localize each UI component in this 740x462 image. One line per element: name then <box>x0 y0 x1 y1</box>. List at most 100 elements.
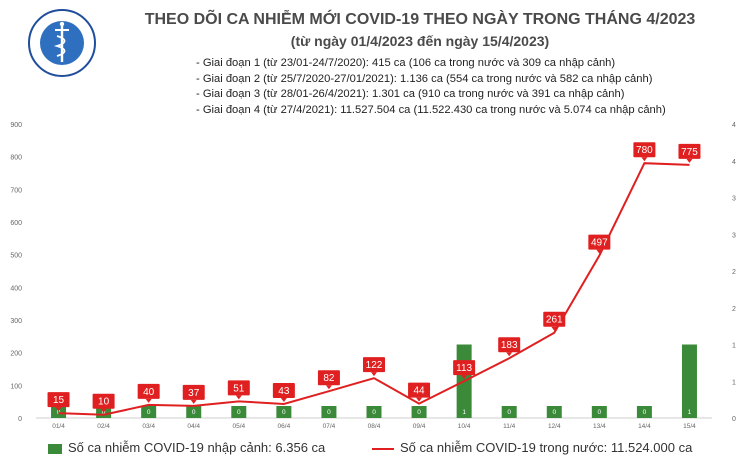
bar-value-label: 0 <box>192 409 196 416</box>
bar <box>411 406 427 418</box>
legend-line-item: Số ca nhiễm COVID-19 trong nước: 11.524.… <box>372 440 692 455</box>
y-left-tick-label: 400 <box>10 285 22 292</box>
y-right-tick-label: 1 <box>732 379 736 386</box>
value-callout-pointer <box>100 408 107 413</box>
value-callout-box <box>317 370 340 386</box>
x-tick-label: 05/4 <box>232 423 245 430</box>
value-callout-pointer <box>461 375 468 380</box>
value-callout-pointer <box>596 249 603 254</box>
value-callout-box <box>227 380 250 396</box>
bar <box>231 406 247 418</box>
value-callout-pointer <box>506 352 513 357</box>
chart-title: THEO DÕI CA NHIỄM MỚI COVID-19 THEO NGÀY… <box>144 11 696 28</box>
y-right-tick-label: 4 <box>732 122 736 129</box>
x-tick-label: 01/4 <box>52 423 65 430</box>
value-callout-pointer <box>145 398 152 403</box>
bar <box>276 406 292 418</box>
y-left-tick-label: 600 <box>10 220 22 227</box>
bar <box>186 406 202 418</box>
value-callout-label: 15 <box>53 395 65 406</box>
value-callout-pointer <box>686 158 693 163</box>
value-callout-box <box>543 311 566 327</box>
value-callout-label: 113 <box>456 363 472 374</box>
x-tick-label: 12/4 <box>548 423 561 430</box>
bar <box>681 344 697 418</box>
value-callout-label: 44 <box>414 386 426 397</box>
bar-value-label: 0 <box>598 409 602 416</box>
note-line: - Giai đoạn 2 (từ 25/7/2020-27/01/2021):… <box>196 72 653 85</box>
note-line: - Giai đoạn 4 (từ 27/4/2021): 11.527.504… <box>196 103 666 116</box>
bar-value-label: 0 <box>417 409 421 416</box>
y-right-tick-label: 4 <box>732 159 736 166</box>
notes-block: - Giai đoạn 1 (từ 23/01-24/7/2020): 415 … <box>196 56 666 118</box>
bar <box>51 406 67 418</box>
y-left-tick-label: 800 <box>10 155 22 162</box>
value-callout-label: 43 <box>278 386 290 397</box>
value-callout-label: 497 <box>591 238 608 249</box>
value-callout-pointer <box>416 397 423 402</box>
bar <box>546 406 562 418</box>
y-left-tick-label: 100 <box>10 383 22 390</box>
value-callout-box <box>633 142 656 158</box>
bar-value-label: 0 <box>147 409 151 416</box>
ministry-of-health-logo <box>28 9 96 77</box>
value-callout-label: 261 <box>546 315 563 326</box>
x-tick-label: 14/4 <box>638 423 651 430</box>
x-tick-label: 13/4 <box>593 423 606 430</box>
x-tick-label: 02/4 <box>97 423 110 430</box>
bar-value-label: 0 <box>327 409 331 416</box>
legend-line-swatch <box>372 447 394 450</box>
legend-bar-label: Số ca nhiễm COVID-19 nhập cảnh: 6.356 ca <box>68 440 326 455</box>
value-callout-box <box>453 360 476 376</box>
legend: Số ca nhiễm COVID-19 nhập cảnh: 6.356 ca… <box>0 438 740 458</box>
value-callout-box <box>678 143 701 159</box>
y-right-tick-label: 0 <box>732 416 736 423</box>
value-callout-label: 122 <box>366 360 383 371</box>
value-callout-box <box>47 392 70 408</box>
bar-value-label: 0 <box>282 409 286 416</box>
y-left-tick-label: 700 <box>10 187 22 194</box>
x-tick-label: 04/4 <box>187 423 200 430</box>
value-callout-pointer <box>235 395 242 400</box>
value-callout-box <box>408 382 431 398</box>
value-callout-label: 775 <box>681 147 698 158</box>
value-callout-pointer <box>280 397 287 402</box>
y-right-tick-label: 2 <box>732 306 736 313</box>
value-callout-box <box>498 337 521 353</box>
bar-value-label: 0 <box>643 409 647 416</box>
value-callout-label: 51 <box>233 383 245 394</box>
x-tick-label: 07/4 <box>323 423 336 430</box>
legend-bar-swatch <box>48 443 62 454</box>
value-callout-pointer <box>641 157 648 162</box>
value-callout-label: 780 <box>636 145 653 156</box>
bar-value-label: 0 <box>372 409 376 416</box>
value-callout-box <box>137 383 160 399</box>
bar-value-label: 1 <box>688 409 692 416</box>
x-tick-label: 03/4 <box>142 423 155 430</box>
y-left-tick-label: 0 <box>18 416 22 423</box>
value-callout-label: 82 <box>323 373 335 384</box>
x-tick-label: 11/4 <box>503 423 516 430</box>
bar <box>501 406 517 418</box>
y-right-tick-label: 3 <box>732 196 736 203</box>
chart-subtitle: (từ ngày 01/4/2023 đến ngày 15/4/2023) <box>290 33 550 49</box>
value-callout-label: 183 <box>501 340 518 351</box>
bar-value-label: 0 <box>552 409 556 416</box>
value-callout-pointer <box>190 399 197 404</box>
combo-chart: 010020030040050060070080090001122334401/… <box>10 122 736 430</box>
value-callout-box <box>92 393 115 409</box>
legend-line-label: Số ca nhiễm COVID-19 trong nước: 11.524.… <box>400 440 693 455</box>
bar <box>321 406 337 418</box>
bar-value-label: 0 <box>507 409 511 416</box>
bar-value-label: 0 <box>102 409 106 416</box>
x-tick-label: 10/4 <box>458 423 471 430</box>
series-line <box>58 162 690 416</box>
y-right-tick-label: 2 <box>732 269 736 276</box>
bar-value-label: 1 <box>462 409 466 416</box>
note-line: - Giai đoạn 3 (từ 28/01-26/4/2021): 1.30… <box>196 88 625 100</box>
y-left-tick-label: 900 <box>10 122 22 129</box>
y-right-tick-label: 3 <box>732 232 736 239</box>
y-left-tick-label: 300 <box>10 318 22 325</box>
y-right-tick-label: 1 <box>732 343 736 350</box>
value-callout-label: 10 <box>98 397 110 408</box>
